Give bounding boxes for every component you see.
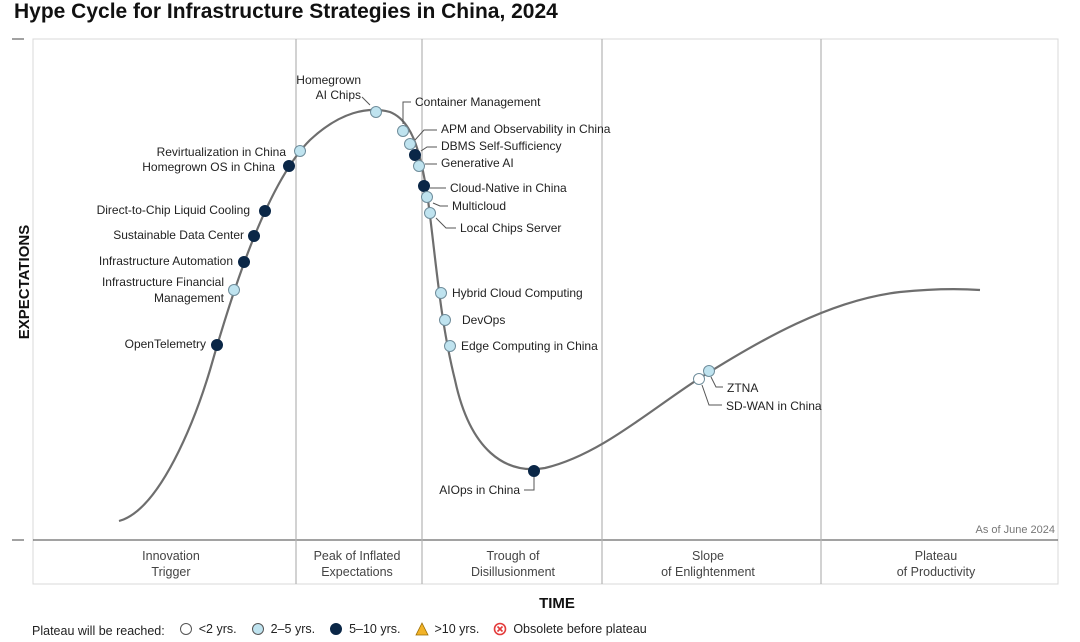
label-aiops-in-china: AIOps in China [439,483,520,497]
phase-label-band [32,539,1059,585]
point-apm-and-observability-in-china [404,138,416,150]
leader-ztna [710,376,723,388]
phase-label-slope: Slope of Enlightenment [661,549,755,579]
legend-item-obsolete: Obsolete before plateau [493,622,647,636]
chart-title: Hype Cycle for Infrastructure Strategies… [14,0,558,23]
point-aiops-in-china [528,465,540,477]
legend-item-5to10: 5–10 yrs. [329,622,401,636]
label-infrastructure-financial-management: Infrastructure Financial Management [102,275,225,305]
label-ztna: ZTNA [727,381,758,395]
phase-label-innovation-trigger: Innovation Trigger [142,549,200,579]
label-container-management: Container Management [415,95,541,109]
point-generative-ai [413,160,425,172]
as-of-note: As of June 2024 [975,524,1055,536]
point-sustainable-data-center [248,230,260,242]
x-axis-title: TIME [539,595,575,612]
label-infrastructure-automation: Infrastructure Automation [99,254,233,268]
label-dbms-self-sufficiency: DBMS Self-Sufficiency [441,139,562,153]
point-cloud-native-in-china [418,180,430,192]
legend-marker-circle-icon [179,623,192,635]
leader-homegrown-ai-chips [361,96,371,106]
label-homegrown-ai-chips: Homegrown AI Chips [296,73,361,102]
legend-item-2to5: 2–5 yrs. [251,622,315,636]
phase-label-trough: Trough of Disillusionment [471,549,556,579]
label-edge-computing-in-china: Edge Computing in China [461,339,598,353]
legend-item-gt10: >10 yrs. [414,622,479,636]
label-generative-ai: Generative AI [441,156,514,170]
phase-label-peak: Peak of Inflated Expectations [314,549,401,579]
label-hybrid-cloud-computing: Hybrid Cloud Computing [452,286,583,300]
label-leader-lines [361,96,723,491]
point-edge-computing-in-china [444,340,456,352]
leader-sd-wan-in-china [701,384,722,406]
legend: Plateau will be reached: <2 yrs. 2–5 yrs.… [32,622,647,639]
leader-aiops-in-china [524,477,535,491]
legend-marker-circle-icon [251,623,264,635]
point-hybrid-cloud-computing [435,287,447,299]
label-sd-wan-in-china: SD-WAN in China [726,399,822,413]
legend-items: <2 yrs. 2–5 yrs. 5–10 yrs. >10 yrs. Obsolete… [165,622,647,639]
legend-marker-cross-icon [494,622,507,636]
label-sustainable-data-center: Sustainable Data Center [113,228,244,242]
phase-label-plateau: Plateau of Productivity [897,549,976,579]
point-sd-wan-in-china [693,373,705,385]
label-revirtualization-in-china: Revirtualization in China [157,145,287,159]
point-direct-to-chip-liquid-cooling [259,205,271,217]
label-multicloud: Multicloud [452,199,506,213]
label-local-chips-server: Local Chips Server [460,221,561,235]
leader-apm-and-observability-in-china [414,129,437,141]
label-cloud-native-in-china: Cloud-Native in China [450,181,567,195]
leader-container-management [402,101,411,124]
legend-marker-triangle-icon [414,622,429,636]
label-homegrown-os-in-china: Homegrown OS in China [142,160,275,174]
leader-dbms-self-sufficiency [420,146,437,152]
legend-title: Plateau will be reached: [32,623,165,638]
point-devops [439,314,451,326]
point-infrastructure-automation [238,256,250,268]
plot-area [32,38,1059,541]
label-devops: DevOps [462,313,505,327]
point-container-management [397,125,409,137]
label-apm-and-observability-in-china: APM and Observability in China [441,122,611,136]
point-ztna [703,365,715,377]
point-homegrown-os-in-china [283,160,295,172]
y-axis-title: EXPECTATIONS [16,225,33,339]
point-infrastructure-financial-management [228,284,240,296]
legend-marker-circle-icon [330,623,343,635]
point-opentelemetry [211,339,223,351]
point-multicloud [421,191,433,203]
legend-item-lt2: <2 yrs. [179,622,237,636]
point-homegrown-ai-chips [370,106,382,118]
label-direct-to-chip-liquid-cooling: Direct-to-Chip Liquid Cooling [97,203,250,217]
leader-multicloud [432,202,448,207]
point-local-chips-server [424,207,436,219]
technology-points [211,106,715,477]
point-dbms-self-sufficiency [409,149,421,161]
technology-labels: OpenTelemetry Infrastructure Financial Man… [97,73,822,497]
label-opentelemetry: OpenTelemetry [125,337,206,351]
leader-local-chips-server [435,217,456,229]
point-revirtualization-in-china [294,145,306,157]
